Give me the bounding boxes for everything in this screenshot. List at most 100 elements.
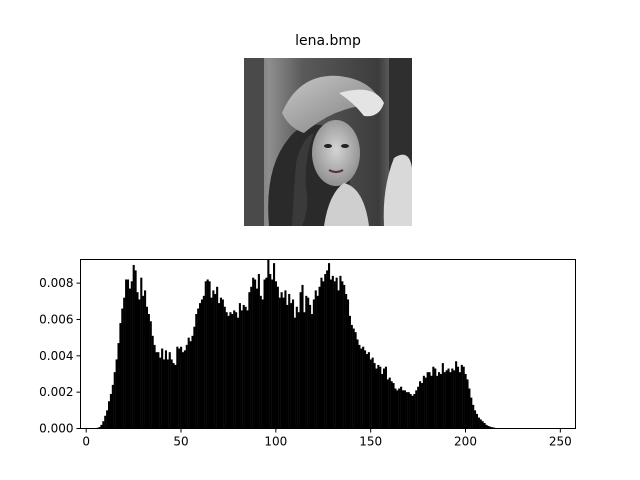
histogram-bar <box>149 321 152 429</box>
histogram-bar <box>413 393 416 429</box>
histogram-bar <box>477 417 480 429</box>
histogram-bar <box>210 297 213 429</box>
histogram-bar <box>151 335 154 429</box>
histogram-bar <box>185 344 188 429</box>
histogram-bar <box>371 357 374 429</box>
histogram-bar <box>252 277 255 429</box>
histogram-bar <box>470 397 473 429</box>
histogram-bar <box>475 413 479 429</box>
histogram-bar <box>276 286 279 429</box>
histogram-bar <box>394 388 397 429</box>
histogram-bar <box>225 312 228 429</box>
histogram-bar <box>449 372 452 429</box>
histogram-bar <box>183 350 186 429</box>
histogram-bars <box>94 259 501 429</box>
histogram-bar <box>352 328 355 429</box>
histogram-bar <box>208 281 211 429</box>
histogram-bar <box>365 353 369 429</box>
histogram-bar <box>240 310 243 429</box>
histogram-bar <box>474 410 477 429</box>
histogram-bar <box>443 372 446 429</box>
histogram-bar <box>383 368 386 429</box>
histogram-bar <box>460 364 463 429</box>
histogram-bar <box>250 286 253 429</box>
histogram-bar <box>172 363 175 429</box>
histogram-bar <box>238 303 241 429</box>
histogram-bar <box>318 286 321 429</box>
histogram-bar <box>381 373 384 429</box>
histogram-bar <box>364 350 367 429</box>
histogram-bar <box>161 348 164 429</box>
histogram-bar <box>439 373 442 429</box>
histogram-bar <box>468 388 471 429</box>
histogram-bar <box>261 299 264 429</box>
histogram-bar <box>307 297 310 429</box>
histogram-bar <box>246 310 249 429</box>
histogram-bar <box>291 299 295 429</box>
histogram-bar <box>236 317 240 429</box>
histogram-bar <box>219 297 222 429</box>
histogram-bar <box>223 306 226 429</box>
histogram-bar <box>295 306 298 429</box>
histogram-bar <box>479 419 482 429</box>
histogram-bar <box>218 303 221 429</box>
histogram-bar <box>113 372 116 429</box>
histogram-bar <box>166 359 169 429</box>
histogram-bar <box>299 292 302 429</box>
histogram-bar <box>420 383 424 429</box>
histogram-bar <box>159 357 162 429</box>
histogram-bar <box>145 306 149 429</box>
histogram-bar <box>273 263 276 429</box>
portrait-thumbnail <box>244 58 412 226</box>
histogram-bar <box>303 312 306 429</box>
x-tick-label: 100 <box>264 435 287 449</box>
histogram-bar <box>386 379 389 429</box>
histogram-bar <box>202 295 205 429</box>
histogram-bar <box>326 270 329 429</box>
histogram-bar <box>472 404 475 429</box>
histogram-bar <box>369 359 372 429</box>
histogram-bar <box>297 312 300 429</box>
histogram-bar <box>441 363 444 429</box>
y-tick-label: 0.004 <box>39 349 73 363</box>
histogram-bar <box>195 314 198 429</box>
histogram-bar <box>373 363 376 429</box>
histogram-bar <box>128 288 131 429</box>
histogram-bar <box>121 308 124 429</box>
histogram-bar <box>163 359 166 429</box>
histogram-bar <box>339 275 342 429</box>
histogram-bar <box>168 352 171 429</box>
histogram-bar <box>333 281 336 429</box>
histogram-bar <box>464 373 467 429</box>
histogram-bar <box>123 297 126 429</box>
histogram-bar <box>309 304 312 429</box>
histogram-bar <box>284 290 287 429</box>
histogram-bar <box>233 310 236 429</box>
histogram-bar <box>106 410 109 429</box>
histogram-bar <box>147 314 150 429</box>
histogram-bar <box>206 279 209 429</box>
histogram-bar <box>197 308 200 429</box>
histogram-bar <box>136 292 139 429</box>
histogram-bar <box>392 383 395 429</box>
histogram-bar <box>367 352 370 429</box>
histogram-bar <box>491 427 494 429</box>
histogram-bar <box>278 297 281 429</box>
histogram-bar <box>447 368 450 429</box>
histogram-bar <box>142 295 145 429</box>
histogram-bar <box>324 274 327 429</box>
histogram-bar <box>348 315 351 429</box>
histogram-bar <box>138 299 141 429</box>
histogram-bar <box>335 277 338 429</box>
histogram-bar <box>178 348 181 429</box>
histogram-bar <box>301 284 304 429</box>
x-tick-label: 50 <box>173 435 188 449</box>
histogram-bar <box>204 281 207 429</box>
histogram-bar <box>400 386 403 429</box>
histogram-bar <box>181 352 185 429</box>
histogram-bar <box>343 284 346 429</box>
histogram-bar <box>274 281 277 429</box>
histogram-bar <box>119 323 122 429</box>
